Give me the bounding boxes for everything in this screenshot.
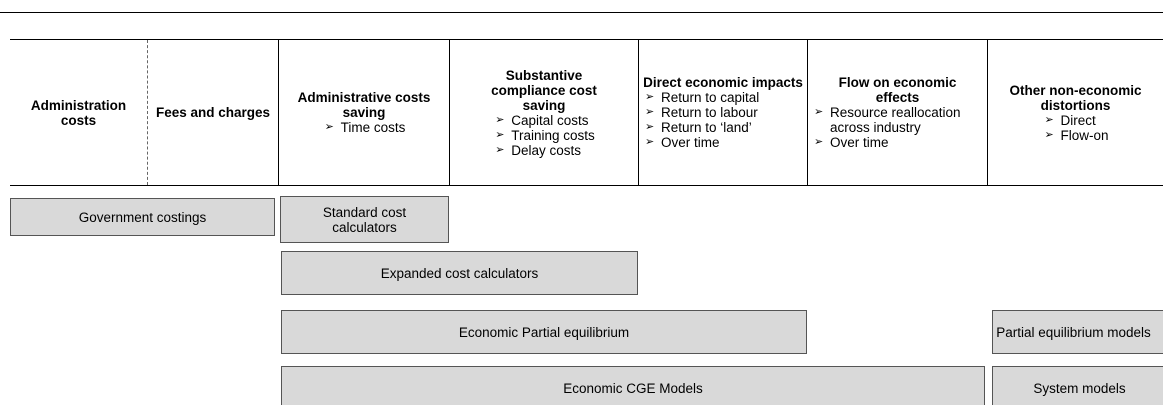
column-title: Administration costs: [30, 97, 127, 128]
bullet-list: Capital costsTraining costsDelay costs: [493, 113, 595, 158]
column-title: Direct economic impacts: [643, 75, 803, 90]
method-box: Standard cost calculators: [280, 196, 449, 243]
column-title: Substantive compliance cost saving: [491, 67, 597, 113]
bullet-list: DirectFlow-on: [1042, 113, 1108, 143]
top-rule: [0, 12, 1163, 13]
header-cell: Other non-economic distortionsDirectFlow…: [987, 40, 1163, 185]
bullet-item: Return to capital: [643, 90, 759, 105]
bullet-list: Time costs: [323, 120, 406, 135]
bullet-item: Time costs: [323, 120, 406, 135]
method-box: Economic CGE Models: [281, 366, 985, 405]
header-cell: Fees and charges: [147, 40, 278, 185]
bullet-item: Delay costs: [493, 143, 595, 158]
bullet-item: Return to ‘land’: [643, 120, 759, 135]
method-box: Partial equilibrium models: [992, 310, 1163, 354]
bullet-item: Training costs: [493, 128, 595, 143]
method-box: System models: [992, 366, 1163, 405]
bullet-list: Return to capitalReturn to labourReturn …: [643, 90, 759, 150]
header-cell: Administration costs: [10, 40, 147, 185]
bullet-list: Resource reallocation across industryOve…: [812, 105, 972, 150]
bullet-item: Resource reallocation across industry: [812, 105, 972, 135]
bullet-item: Over time: [812, 135, 972, 150]
header-row: [10, 39, 1163, 186]
bullet-item: Capital costs: [493, 113, 595, 128]
bullet-item: Return to labour: [643, 105, 759, 120]
column-title: Fees and charges: [155, 105, 271, 120]
header-cell: Flow on economic effectsResource realloc…: [807, 40, 987, 185]
column-title: Other non-economic distortions: [1009, 82, 1142, 113]
column-title: Administrative costs saving: [297, 90, 431, 120]
header-cell: Administrative costs savingTime costs: [278, 40, 449, 185]
bullet-item: Flow-on: [1042, 128, 1108, 143]
header-cell: Direct economic impactsReturn to capital…: [638, 40, 807, 185]
method-box: Government costings: [10, 198, 275, 236]
method-box: Expanded cost calculators: [281, 251, 638, 295]
bullet-item: Direct: [1042, 113, 1108, 128]
bullet-item: Over time: [643, 135, 759, 150]
header-cell: Substantive compliance cost savingCapita…: [449, 40, 638, 185]
method-box: Economic Partial equilibrium: [281, 310, 807, 354]
column-title: Flow on economic effects: [838, 75, 957, 105]
